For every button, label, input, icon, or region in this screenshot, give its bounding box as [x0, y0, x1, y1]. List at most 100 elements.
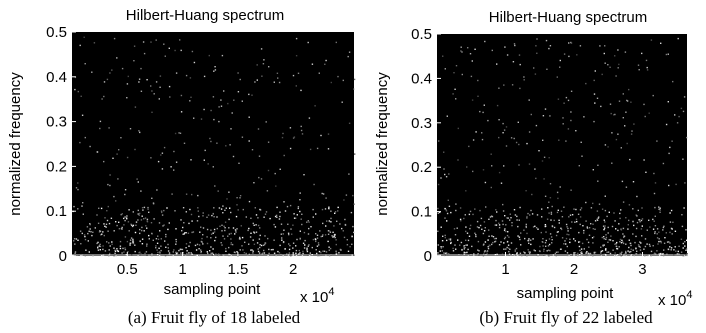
spectrum-point	[118, 149, 120, 151]
spectrum-point	[542, 139, 544, 141]
spectrum-point	[150, 157, 152, 159]
spectrum-point	[599, 254, 602, 256]
spectrum-point	[77, 208, 79, 210]
spectrum-point	[311, 63, 314, 65]
chart-b-x-multiplier-exp: 4	[686, 289, 692, 301]
spectrum-point	[222, 235, 224, 237]
spectrum-point	[489, 216, 492, 218]
spectrum-point	[88, 251, 90, 253]
spectrum-point	[452, 93, 454, 95]
spectrum-point	[288, 248, 291, 251]
spectrum-point	[345, 194, 348, 196]
spectrum-point	[553, 226, 556, 229]
spectrum-point	[286, 253, 288, 255]
spectrum-point	[532, 238, 534, 240]
spectrum-point	[494, 241, 496, 243]
spectrum-point	[351, 235, 353, 238]
spectrum-point	[551, 242, 553, 244]
spectrum-point	[506, 234, 509, 237]
spectrum-point	[238, 162, 240, 164]
spectrum-point	[107, 230, 109, 232]
spectrum-point	[620, 147, 622, 149]
spectrum-point	[567, 128, 570, 130]
spectrum-point	[513, 254, 516, 256]
spectrum-point	[248, 200, 251, 203]
spectrum-point	[307, 233, 310, 235]
spectrum-point	[89, 223, 91, 226]
spectrum-point	[619, 253, 621, 255]
spectrum-point	[206, 216, 208, 218]
spectrum-point	[328, 249, 330, 251]
spectrum-point	[593, 236, 595, 238]
spectrum-point	[116, 153, 118, 155]
x-tick-label: 3	[638, 261, 646, 278]
spectrum-point	[498, 226, 501, 229]
spectrum-point	[182, 233, 184, 235]
spectrum-point	[98, 231, 101, 233]
spectrum-point	[635, 214, 637, 216]
spectrum-point	[605, 253, 607, 256]
spectrum-point	[569, 214, 572, 216]
spectrum-point	[475, 131, 477, 133]
spectrum-point	[438, 254, 440, 256]
spectrum-point	[84, 235, 86, 238]
spectrum-point	[455, 98, 457, 100]
spectrum-point	[156, 189, 158, 191]
spectrum-point	[634, 241, 636, 244]
spectrum-point	[152, 203, 155, 205]
spectrum-point	[578, 165, 580, 167]
spectrum-point	[469, 210, 472, 213]
spectrum-point	[449, 239, 452, 241]
spectrum-point	[544, 195, 547, 197]
spectrum-point	[592, 223, 594, 225]
spectrum-point	[534, 225, 536, 227]
spectrum-point	[460, 220, 462, 222]
spectrum-point	[527, 249, 529, 251]
spectrum-point	[267, 254, 269, 257]
spectrum-point	[232, 155, 235, 158]
spectrum-point	[588, 254, 590, 256]
spectrum-point	[614, 255, 616, 257]
spectrum-point	[534, 250, 536, 252]
spectrum-point	[601, 236, 603, 239]
spectrum-point	[448, 205, 451, 207]
spectrum-point	[463, 248, 465, 250]
spectrum-point	[208, 54, 210, 57]
spectrum-point	[608, 239, 610, 241]
spectrum-point	[186, 252, 188, 255]
spectrum-point	[632, 233, 634, 235]
spectrum-point	[174, 132, 177, 135]
spectrum-point	[672, 221, 674, 223]
spectrum-point	[549, 197, 552, 199]
spectrum-point	[587, 252, 589, 255]
spectrum-point	[579, 254, 581, 256]
spectrum-point	[113, 230, 115, 232]
spectrum-point	[79, 141, 81, 144]
spectrum-point	[175, 72, 178, 74]
spectrum-point	[442, 246, 444, 248]
x-tick-label: 1	[501, 261, 509, 278]
spectrum-point	[669, 231, 671, 234]
spectrum-point	[604, 225, 606, 227]
spectrum-point	[247, 229, 249, 232]
spectrum-point	[190, 96, 192, 98]
spectrum-point	[495, 219, 497, 222]
spectrum-point	[625, 254, 627, 257]
spectrum-point	[211, 252, 214, 254]
spectrum-point	[104, 217, 106, 219]
spectrum-point	[216, 227, 218, 230]
spectrum-point	[662, 254, 665, 257]
spectrum-point	[525, 226, 527, 229]
spectrum-point	[518, 143, 520, 146]
spectrum-point	[213, 254, 216, 256]
spectrum-point	[505, 248, 507, 250]
spectrum-point	[445, 176, 448, 178]
spectrum-point	[541, 216, 543, 218]
spectrum-point	[557, 98, 560, 100]
spectrum-point	[515, 141, 518, 144]
spectrum-point	[536, 52, 538, 54]
spectrum-point	[640, 242, 642, 244]
spectrum-point	[504, 46, 506, 48]
spectrum-point	[130, 223, 132, 225]
spectrum-point	[210, 246, 212, 248]
